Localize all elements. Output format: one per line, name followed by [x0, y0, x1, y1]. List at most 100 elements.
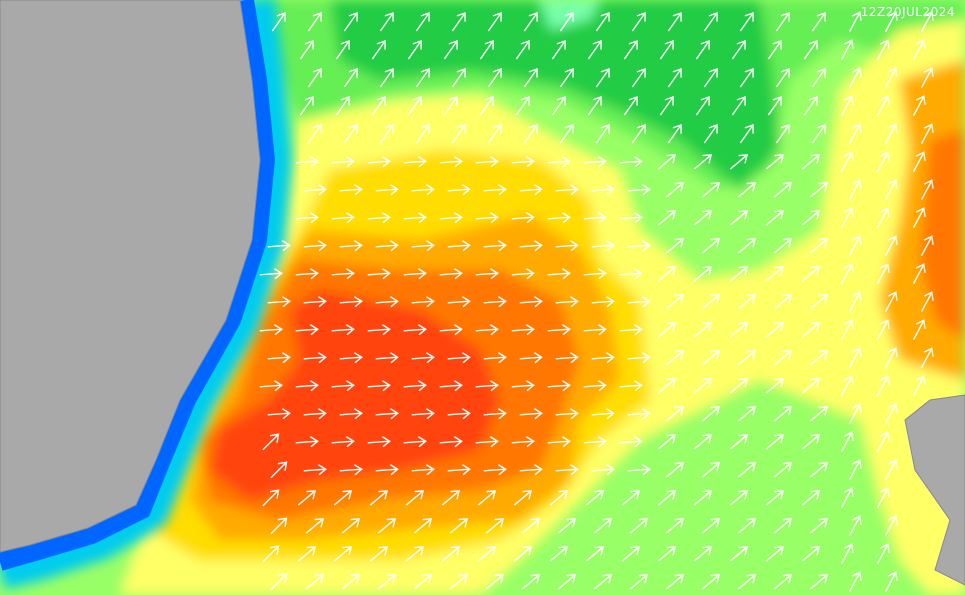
arrow	[884, 459, 898, 481]
arrow	[439, 268, 463, 280]
arrow	[551, 96, 566, 116]
arrow	[559, 12, 574, 32]
arrow	[848, 459, 862, 481]
arrow	[729, 266, 749, 282]
arrow	[912, 207, 926, 229]
arrow	[587, 40, 602, 60]
arrow	[299, 40, 314, 60]
arrow	[523, 12, 538, 32]
arrow	[549, 546, 569, 562]
arrow	[884, 515, 898, 537]
arrow	[515, 96, 530, 116]
arrow	[809, 350, 829, 366]
land-east	[904, 394, 965, 586]
arrow	[765, 434, 785, 450]
arrow	[511, 268, 535, 280]
arrow	[331, 380, 355, 392]
arrow	[297, 546, 317, 562]
arrow	[379, 68, 394, 88]
arrow	[595, 12, 610, 32]
arrow	[811, 12, 826, 32]
arrow	[801, 154, 821, 170]
arrow	[876, 263, 890, 285]
arrow	[547, 212, 571, 224]
arrow	[848, 123, 862, 145]
arrow	[339, 408, 363, 420]
arrow	[765, 490, 785, 506]
arrow	[305, 518, 325, 534]
arrow	[403, 156, 427, 168]
arrow	[884, 403, 898, 425]
arrow	[737, 238, 757, 254]
arrow	[593, 518, 613, 534]
arrow	[377, 574, 397, 590]
arrow	[295, 436, 319, 448]
arrow	[801, 210, 821, 226]
timestamp: 12Z20JUL2024	[861, 5, 955, 19]
arrow	[295, 156, 319, 168]
arrow	[701, 238, 721, 254]
arrow	[303, 408, 327, 420]
arrow	[379, 124, 394, 144]
arrow	[295, 324, 319, 336]
arrow	[331, 436, 355, 448]
arrow	[876, 319, 890, 341]
arrow	[331, 212, 355, 224]
coastal-band-blue	[0, 0, 276, 571]
arrow	[267, 296, 291, 308]
arrow	[307, 68, 322, 88]
arrow	[920, 347, 934, 369]
arrow	[801, 266, 821, 282]
arrow	[619, 212, 643, 224]
arrow	[479, 40, 494, 60]
arrow	[367, 156, 391, 168]
arrow	[801, 434, 821, 450]
arrow	[629, 574, 649, 590]
arrow	[523, 68, 538, 88]
arrow	[809, 406, 829, 422]
arrow	[591, 184, 615, 196]
arrow	[411, 408, 435, 420]
arrow	[403, 268, 427, 280]
arrow	[303, 352, 327, 364]
arrow	[773, 350, 793, 366]
arrow	[876, 95, 890, 117]
arrow	[840, 39, 854, 61]
arrow	[591, 408, 615, 420]
arrow	[333, 490, 353, 506]
arrow	[811, 124, 826, 144]
arrow	[659, 96, 674, 116]
arrow	[511, 156, 535, 168]
arrow	[367, 212, 391, 224]
arrow	[737, 350, 757, 366]
arrow	[840, 431, 854, 453]
arrow	[920, 67, 934, 89]
arrow	[591, 464, 615, 476]
arrow	[739, 68, 754, 88]
arrow	[371, 96, 386, 116]
arrow	[884, 67, 898, 89]
arrow	[848, 11, 862, 33]
arrow	[375, 352, 399, 364]
arrow	[920, 179, 934, 201]
arrow	[262, 545, 280, 563]
arrow	[451, 12, 466, 32]
arrow	[801, 546, 821, 562]
arrow	[840, 207, 854, 229]
arrow	[809, 294, 829, 310]
arrow	[801, 490, 821, 506]
arrow	[259, 268, 283, 280]
arrow	[667, 12, 682, 32]
arrow	[547, 268, 571, 280]
arrow	[657, 322, 677, 338]
arrow	[695, 40, 710, 60]
arrow	[811, 68, 826, 88]
arrow	[619, 268, 643, 280]
arrow	[447, 240, 471, 252]
arrow	[547, 380, 571, 392]
arrow	[331, 324, 355, 336]
arrow	[912, 375, 926, 397]
arrow	[667, 68, 682, 88]
arrow	[920, 291, 934, 313]
